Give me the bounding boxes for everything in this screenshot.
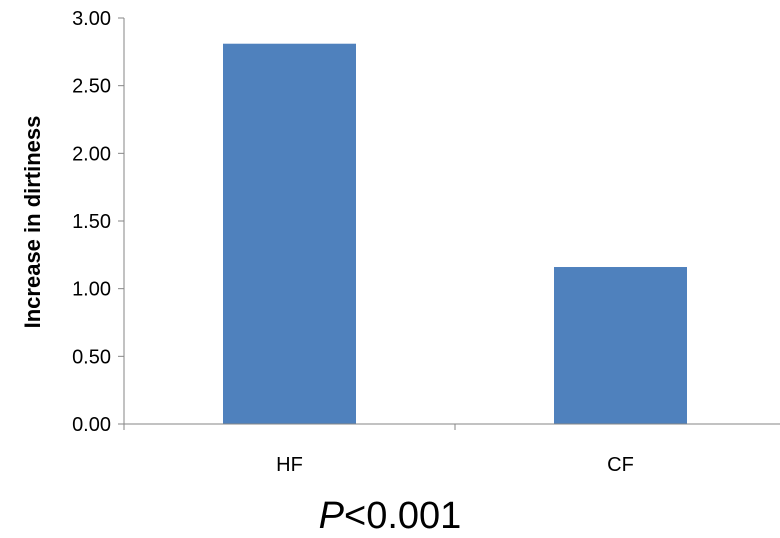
y-axis-title: Increase in dirtiness xyxy=(20,116,45,329)
y-axis-ticks: 0.00 0.50 1.00 1.50 2.00 2.50 3.00 xyxy=(72,8,124,436)
axes xyxy=(123,18,780,430)
p-value-threshold: <0.001 xyxy=(344,495,462,537)
bar-chart: Increase in dirtiness 0.00 0.50 1.00 1.50 2.… xyxy=(20,8,780,476)
y-tick-label: 2.00 xyxy=(72,143,111,165)
x-tick-label: CF xyxy=(607,454,634,476)
x-tick-label: HF xyxy=(276,454,303,476)
y-tick-label: 1.00 xyxy=(72,279,111,301)
bar-hf xyxy=(223,43,356,425)
y-tick-label: 0.50 xyxy=(72,346,111,368)
y-tick-label: 3.00 xyxy=(72,8,111,30)
x-axis-labels: HF CF xyxy=(276,454,634,476)
y-tick-label: 1.50 xyxy=(72,211,111,233)
bar-cf xyxy=(554,267,687,424)
y-tick-label: 0.00 xyxy=(72,414,111,436)
p-value-letter: P xyxy=(318,495,345,537)
p-value-annotation: P<0.001 xyxy=(0,494,780,538)
y-tick-label: 2.50 xyxy=(72,76,111,98)
bars xyxy=(223,43,687,425)
